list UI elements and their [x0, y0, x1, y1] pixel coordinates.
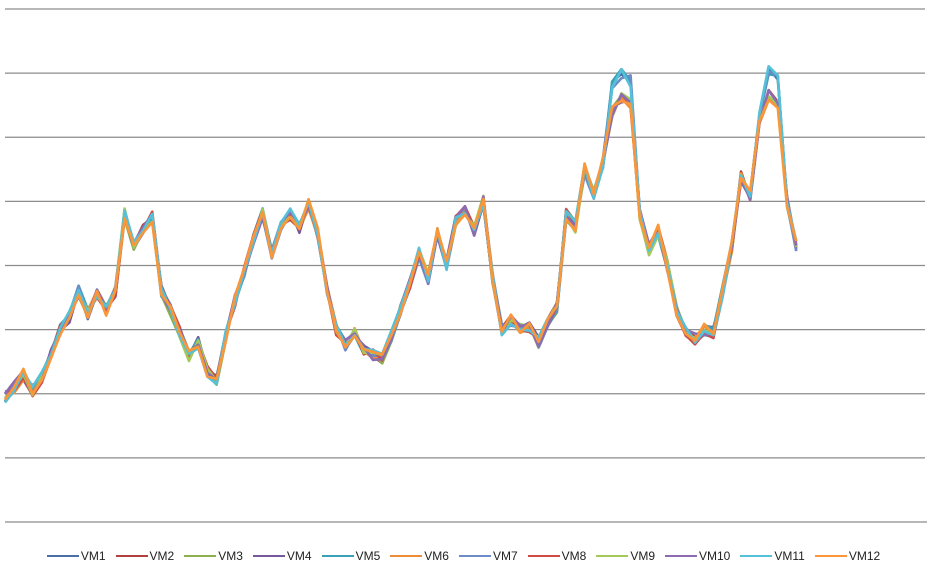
- legend-item-vm5: VM5: [321, 549, 381, 563]
- legend-item-vm6: VM6: [390, 549, 449, 563]
- legend-label-vm12: VM12: [848, 549, 881, 563]
- series-line-vm6: [4, 96, 798, 395]
- series-line-vm4: [4, 98, 798, 397]
- legend-swatch-vm9: [596, 555, 629, 557]
- legend-item-vm11: VM11: [740, 549, 805, 563]
- legend-item-vm1: VM1: [46, 549, 106, 563]
- legend-item-vm2: VM2: [115, 549, 175, 563]
- series-line-vm9: [3, 92, 798, 401]
- legend-label-vm8: VM8: [561, 549, 587, 563]
- legend-item-vm7: VM7: [458, 549, 518, 563]
- legend-item-vm3: VM3: [184, 549, 243, 563]
- legend-swatch-vm12: [814, 555, 847, 557]
- series-line-vm8: [4, 92, 798, 398]
- legend-swatch-vm4: [252, 555, 285, 557]
- legend-swatch-vm3: [184, 555, 217, 557]
- legend-item-vm4: VM4: [252, 549, 312, 563]
- legend-label-vm1: VM1: [80, 549, 106, 563]
- legend-label-vm5: VM5: [355, 549, 381, 563]
- legend-label-vm10: VM10: [699, 549, 731, 563]
- legend-item-vm10: VM10: [665, 549, 730, 563]
- legend-label-vm4: VM4: [286, 549, 312, 563]
- legend-label-vm9: VM9: [630, 549, 655, 563]
- legend-label-vm3: VM3: [218, 549, 243, 563]
- legend-swatch-vm10: [665, 555, 697, 557]
- chart-legend: VM1 VM2 VM3 VM4 VM5 VM6 VM7 VM8 VM9 VM10…: [0, 547, 927, 565]
- legend-label-vm7: VM7: [492, 549, 518, 563]
- legend-item-vm9: VM9: [596, 549, 655, 563]
- legend-label-vm11: VM11: [774, 549, 805, 563]
- legend-swatch-vm5: [321, 555, 354, 557]
- legend-swatch-vm1: [46, 555, 79, 557]
- legend-swatch-vm8: [527, 555, 560, 557]
- chart-plot: [3, 8, 927, 523]
- legend-item-vm8: VM8: [527, 549, 587, 563]
- series-line-vm12: [3, 98, 798, 401]
- legend-swatch-vm7: [458, 555, 491, 557]
- legend-item-vm12: VM12: [814, 549, 881, 563]
- series-group: [3, 65, 798, 404]
- series-line-vm3: [4, 94, 798, 399]
- legend-label-vm2: VM2: [149, 549, 175, 563]
- legend-swatch-vm2: [115, 555, 148, 557]
- legend-swatch-vm11: [740, 555, 773, 557]
- legend-swatch-vm6: [390, 555, 423, 557]
- legend-label-vm6: VM6: [424, 549, 449, 563]
- series-line-vm10: [3, 89, 798, 395]
